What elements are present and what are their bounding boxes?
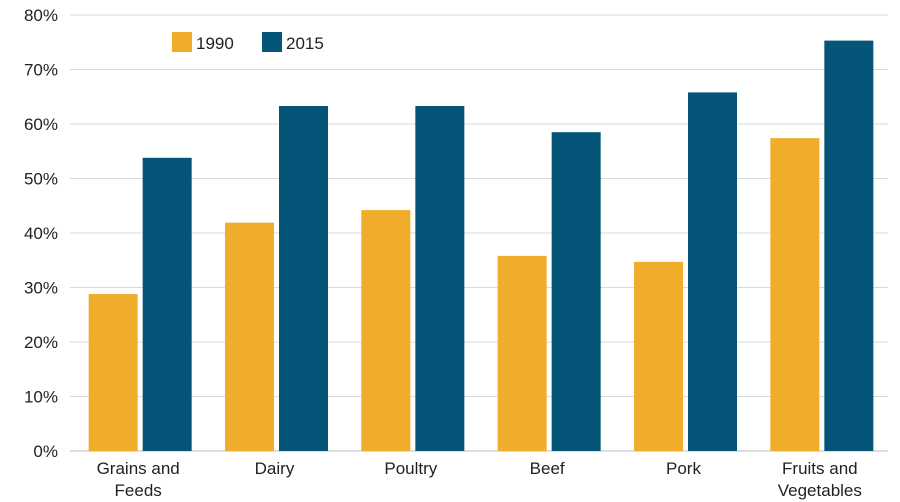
y-axis-tick-labels: 0% 10% 20% 30% 40% 50% 60% 70% 80% — [24, 6, 58, 461]
legend-label-1990: 1990 — [196, 34, 234, 53]
x-tick-label-line: Feeds — [115, 481, 162, 500]
y-tick-label: 20% — [24, 333, 58, 352]
bar-2015-pork — [688, 92, 737, 451]
x-tick-label: Dairy — [255, 459, 295, 478]
x-tick-label-line: Dairy — [255, 459, 295, 478]
y-tick-label: 50% — [24, 170, 58, 189]
bar-2015-fruits-and-vegetables — [824, 40, 874, 452]
x-tick-label-line: Vegetables — [778, 481, 862, 500]
legend-swatch-1990 — [172, 32, 192, 52]
x-tick-label: Beef — [530, 459, 565, 478]
x-tick-label: Grains and Feeds — [97, 459, 180, 500]
x-tick-label-line: Fruits and — [782, 459, 858, 478]
bar-1990-grains-and-feeds — [88, 294, 138, 451]
y-tick-label: 10% — [24, 388, 58, 407]
y-tick-label: 70% — [24, 61, 58, 80]
x-tick-label-line: Poultry — [384, 459, 437, 478]
bar-1990-poultry — [361, 210, 411, 451]
bar-2015-dairy — [279, 106, 328, 451]
bar-1990-fruits-and-vegetables — [770, 138, 820, 452]
bar-2015-beef — [551, 132, 601, 452]
gridlines — [70, 14, 888, 452]
x-tick-label-line: Beef — [530, 459, 565, 478]
y-tick-label: 0% — [33, 442, 58, 461]
bar-1990-dairy — [225, 222, 274, 451]
legend: 1990 2015 — [172, 32, 324, 53]
bar-1990-beef — [497, 255, 547, 451]
y-tick-label: 30% — [24, 279, 58, 298]
y-tick-label: 60% — [24, 115, 58, 134]
bar-2015-poultry — [415, 106, 465, 451]
x-tick-label: Poultry — [384, 459, 437, 478]
y-tick-label: 40% — [24, 224, 58, 243]
x-tick-label-line: Pork — [666, 459, 701, 478]
bar-2015-grains-and-feeds — [142, 157, 192, 452]
legend-swatch-2015 — [262, 32, 282, 52]
y-tick-label: 80% — [24, 6, 58, 25]
bars — [88, 40, 874, 452]
x-tick-label-line: Grains and — [97, 459, 180, 478]
x-axis-tick-labels: Grains and Feeds Dairy Poultry Beef Pork Fruit… — [97, 459, 862, 500]
legend-label-2015: 2015 — [286, 34, 324, 53]
x-tick-label: Fruits and Vegetables — [778, 459, 862, 500]
bar-1990-pork — [634, 261, 683, 451]
x-tick-label: Pork — [666, 459, 701, 478]
